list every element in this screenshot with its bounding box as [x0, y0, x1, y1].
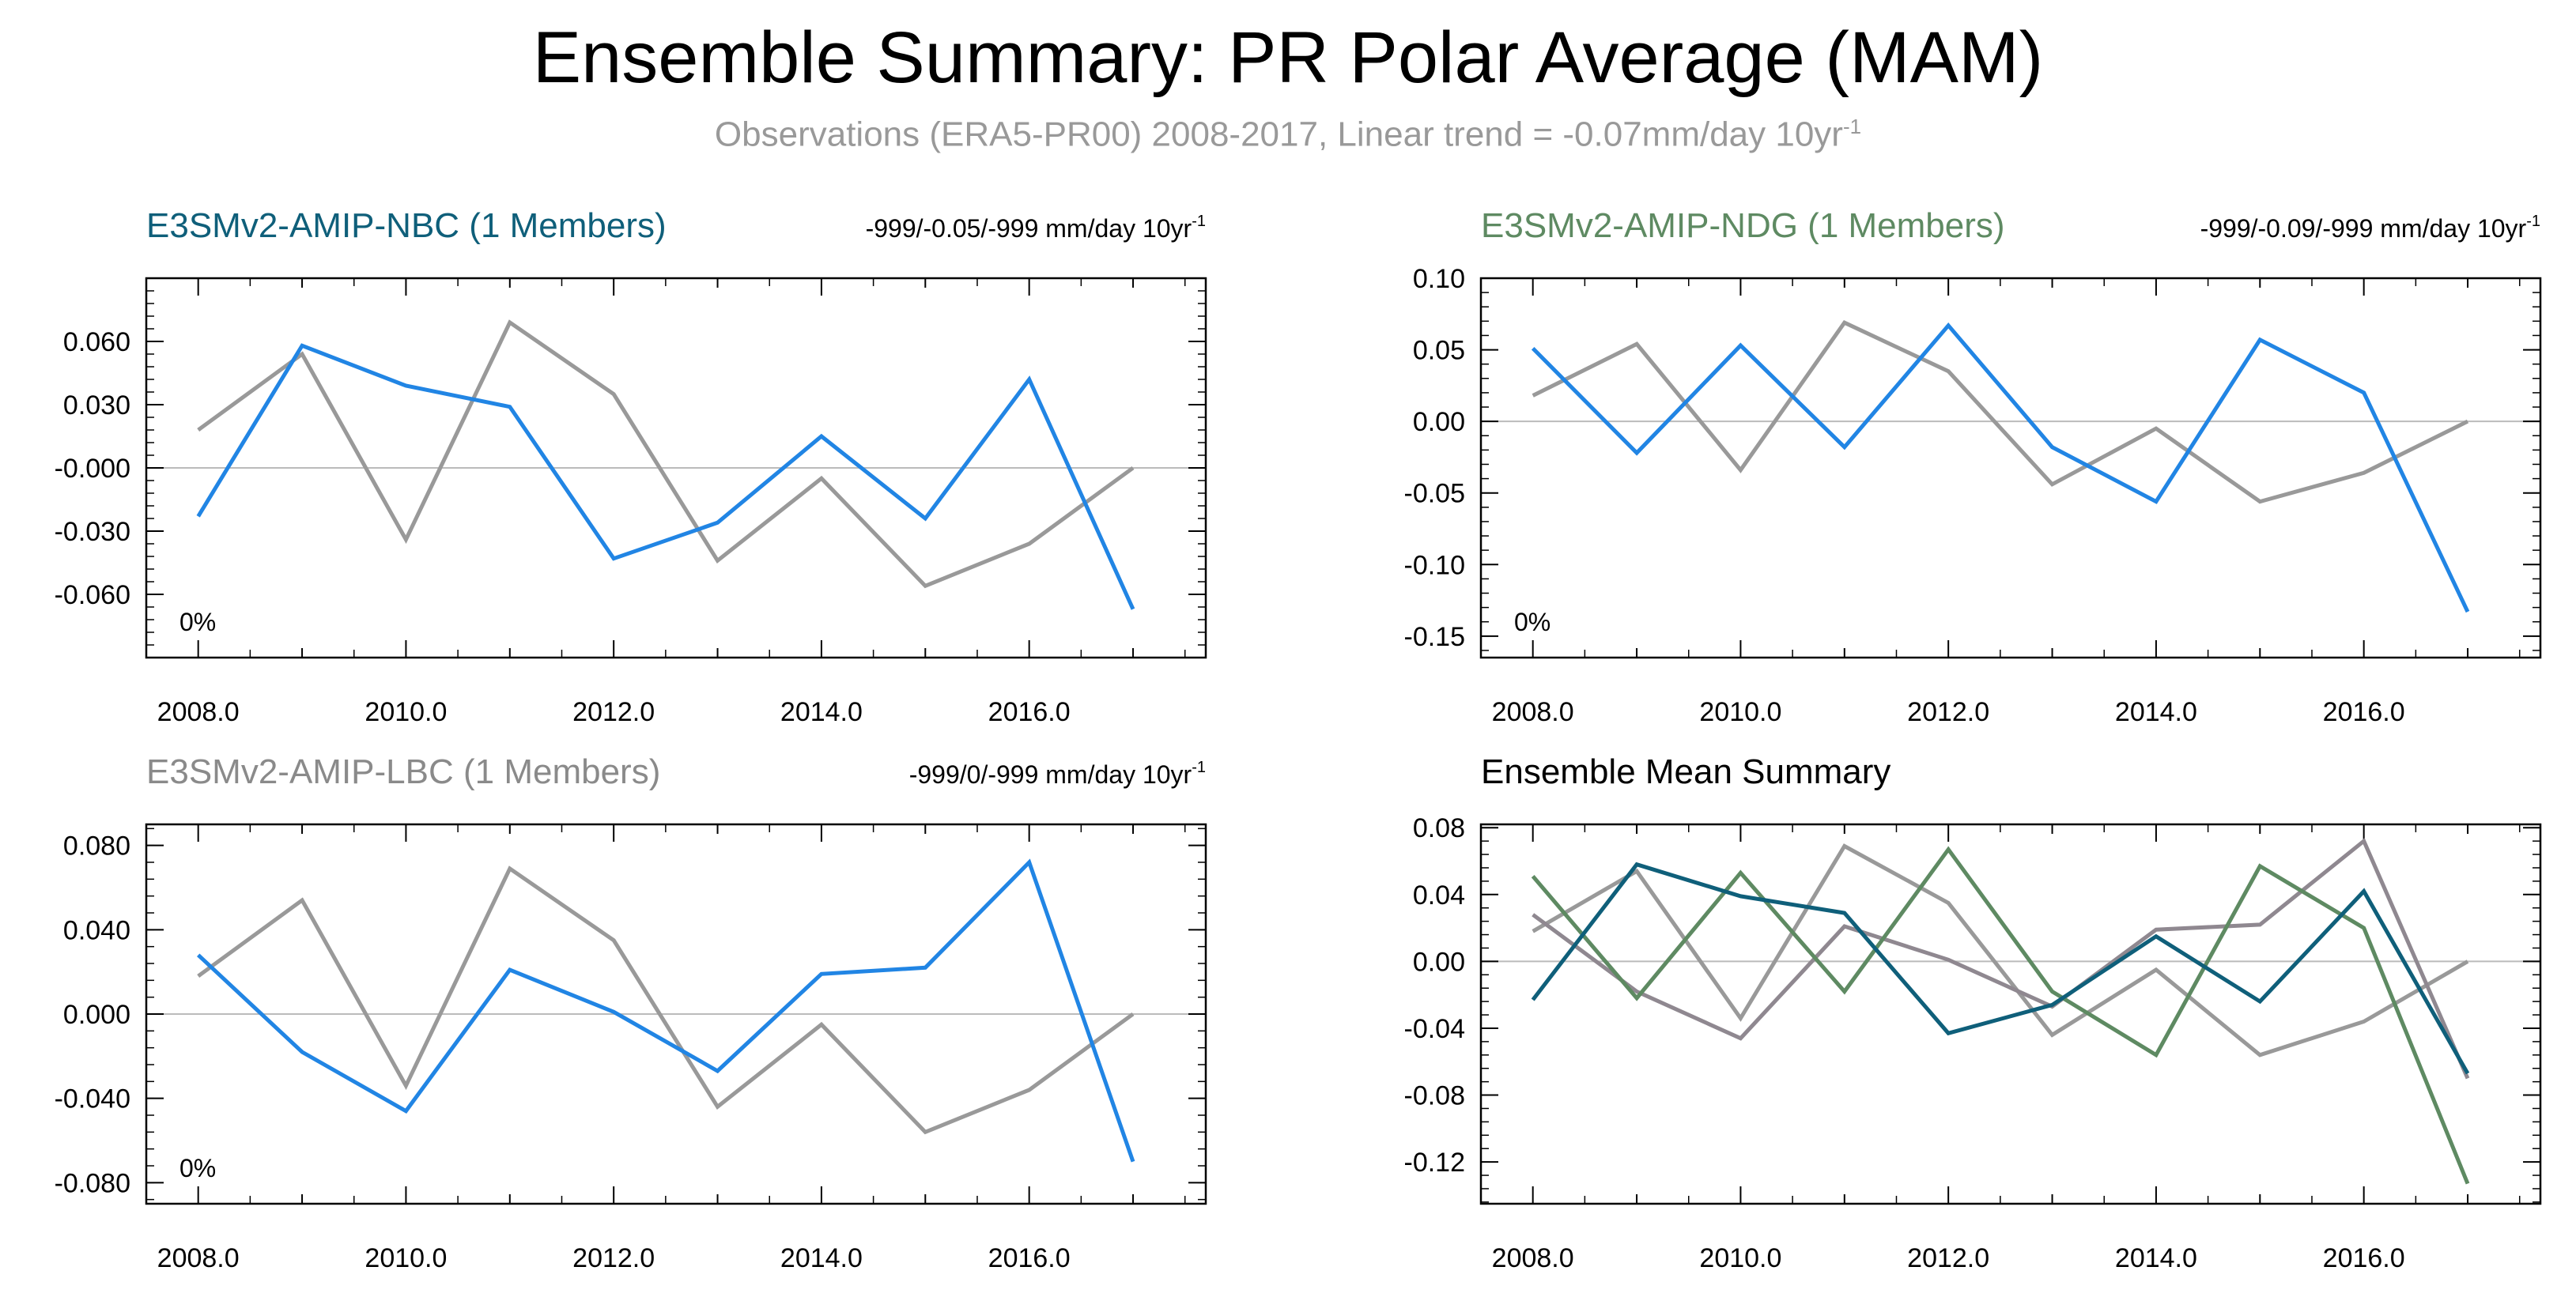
panel-stats: -999/0/-999 mm/day 10yr-1	[909, 759, 1206, 789]
y-tick-label: -0.08	[1404, 1081, 1466, 1111]
y-tick-label: -0.04	[1404, 1014, 1466, 1044]
x-tick-label: 2010.0	[1699, 697, 1781, 727]
series-line-2	[1532, 838, 2470, 1080]
x-tick-label: 2008.0	[157, 1243, 240, 1273]
x-tick-label: 2012.0	[572, 697, 655, 727]
panel-stats: -999/-0.05/-999 mm/day 10yr-1	[866, 213, 1206, 243]
x-tick-label: 2014.0	[2115, 697, 2197, 727]
x-tick-label: 2016.0	[2323, 1243, 2405, 1273]
series-line-1	[1532, 320, 2469, 504]
y-tick-label: 0.08	[1413, 813, 1465, 843]
figure-title: Ensemble Summary: PR Polar Average (MAM)	[532, 17, 2044, 98]
x-tick-label: 2016.0	[988, 1243, 1071, 1273]
plot-frame	[145, 823, 1207, 1205]
x-tick-label: 2016.0	[988, 697, 1071, 727]
y-tick-label: 0.10	[1413, 264, 1465, 294]
y-tick-label: -0.040	[55, 1084, 130, 1114]
y-tick-label: -0.10	[1404, 550, 1466, 580]
x-tick-label: 2008.0	[1492, 1243, 1574, 1273]
y-tick-label: 0.00	[1413, 407, 1465, 437]
x-tick-label: 2008.0	[157, 697, 240, 727]
x-tick-label: 2010.0	[1699, 1243, 1781, 1273]
figure-subtitle: Observations (ERA5-PR00) 2008-2017, Line…	[0, 103, 2576, 159]
panel-title: E3SMv2-AMIP-NDG (1 Members)	[1481, 206, 2005, 245]
y-tick-label: -0.000	[55, 454, 130, 484]
x-tick-label: 2014.0	[780, 697, 863, 727]
y-tick-label: -0.15	[1404, 622, 1466, 652]
plot-frame	[1479, 277, 2542, 659]
x-tick-label: 2010.0	[364, 1243, 447, 1273]
y-tick-label: -0.060	[55, 580, 130, 610]
series-line-4	[1531, 862, 2470, 1075]
y-tick-label: -0.12	[1404, 1148, 1466, 1178]
x-tick-label: 2008.0	[1492, 697, 1574, 727]
panel-title: Ensemble Mean Summary	[1481, 752, 1890, 791]
x-tick-label: 2014.0	[2115, 1243, 2197, 1273]
series-line-3	[1531, 846, 2470, 1185]
chart-panel-1: E3SMv2-AMIP-NBC (1 Members) -999/-0.05/-9…	[55, 206, 1207, 727]
panel-title: E3SMv2-AMIP-NBC (1 Members)	[146, 206, 667, 245]
x-tick-label: 2010.0	[364, 697, 447, 727]
series-line-2	[196, 343, 1135, 610]
subtitle-text: Observations (ERA5-PR00) 2008-2017, Line…	[714, 115, 1843, 154]
x-tick-label: 2012.0	[572, 1243, 655, 1273]
panel-stats: -999/-0.09/-999 mm/day 10yr-1	[2200, 213, 2540, 243]
y-tick-label: 0.080	[63, 831, 130, 862]
x-tick-label: 2012.0	[1907, 697, 1989, 727]
panel-annotation: 0%	[179, 1154, 216, 1182]
chart-panel-3: E3SMv2-AMIP-LBC (1 Members) -999/0/-999 m…	[55, 752, 1207, 1273]
y-tick-label: 0.060	[63, 327, 130, 357]
panel-title: E3SMv2-AMIP-LBC (1 Members)	[146, 752, 660, 791]
panel-annotation: 0%	[1514, 608, 1551, 636]
y-tick-label: 0.000	[63, 1000, 130, 1030]
y-tick-label: -0.05	[1404, 479, 1466, 509]
series-line-2	[1531, 322, 2470, 613]
series-line-2	[196, 858, 1135, 1163]
panel-annotation: 0%	[179, 608, 216, 636]
series-line-1	[197, 865, 1135, 1135]
y-tick-label: 0.00	[1413, 947, 1465, 977]
series-line-1	[1532, 843, 2469, 1058]
subtitle-superscript: -1	[1842, 115, 1862, 138]
x-tick-label: 2014.0	[780, 1243, 863, 1273]
x-tick-label: 2016.0	[2323, 697, 2405, 727]
chart-panel-4: Ensemble Mean Summary 0.08 0.04 0.00 -0.04 -0…	[1404, 752, 2542, 1273]
y-tick-label: 0.05	[1413, 336, 1465, 366]
y-tick-label: 0.030	[63, 390, 130, 420]
y-tick-label: 0.040	[63, 915, 130, 945]
y-tick-label: -0.030	[55, 517, 130, 547]
y-tick-label: 0.04	[1413, 880, 1465, 911]
y-tick-label: -0.080	[55, 1168, 130, 1198]
series-line-1	[197, 319, 1135, 589]
plot-frame	[145, 277, 1207, 659]
plot-frame	[1479, 823, 2542, 1205]
x-tick-label: 2012.0	[1907, 1243, 1989, 1273]
chart-panel-2: E3SMv2-AMIP-NDG (1 Members) -999/-0.09/-9…	[1404, 206, 2542, 727]
